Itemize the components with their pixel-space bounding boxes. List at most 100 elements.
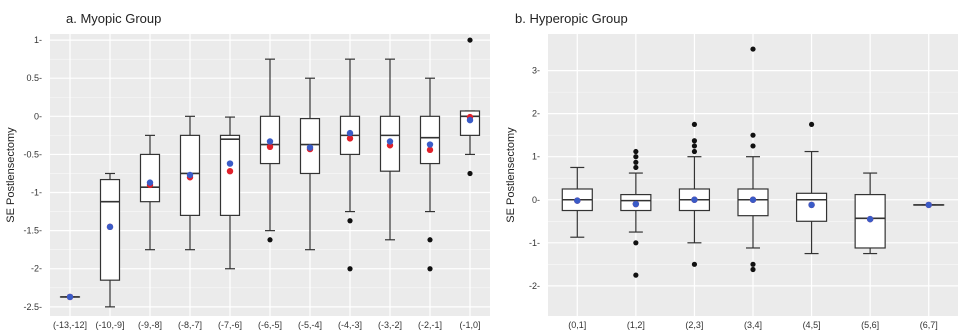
panel-a: 1- 0.5- 0- -0.5- -1- -1.5- -2- -2.5- (-13,-12] (-… — [5, 34, 490, 330]
y-tick-label: 0.5- — [26, 73, 42, 83]
outlier-point — [633, 240, 639, 246]
box-(3,4] — [737, 46, 769, 273]
outlier-point — [808, 121, 815, 128]
box-(-3,-2] — [379, 58, 401, 241]
x-tick-label: (6,7] — [920, 320, 938, 330]
blue-mean-point — [66, 293, 74, 301]
box-body — [419, 115, 441, 165]
x-tick-label: (-6,-5] — [258, 320, 282, 330]
y-axis-label: SE Postlensectomy — [5, 127, 17, 223]
y-tick-label: -2- — [31, 264, 42, 274]
y-tick-label: -1.5- — [23, 226, 42, 236]
box-(-7,-6] — [219, 116, 241, 270]
y-tick-label: 1- — [34, 35, 42, 45]
box-(-8,-7] — [179, 115, 201, 251]
box-(-6,-5] — [259, 58, 281, 243]
x-tick-label: (-9,-8] — [138, 320, 162, 330]
x-tick-label: (-10,-9] — [95, 320, 124, 330]
y-tick-label: -1- — [31, 188, 42, 198]
y-tick-label: -1- — [529, 238, 540, 248]
outlier-point — [467, 170, 473, 177]
red-mean-point — [226, 167, 234, 175]
y-tick-label: 3- — [532, 66, 540, 76]
outlier-point — [347, 266, 353, 272]
box-(-10,-9] — [99, 172, 121, 308]
x-tick-label: (-13,-12] — [53, 320, 87, 330]
red-mean-point — [346, 135, 354, 142]
blue-mean-point — [106, 223, 114, 231]
y-tick-label: -0.5- — [23, 149, 42, 159]
x-tick-label: (-4,-3] — [338, 320, 362, 330]
blue-mean-point — [346, 129, 354, 137]
outlier-point — [750, 46, 756, 52]
outlier-point — [750, 266, 756, 273]
outlier-point — [427, 237, 433, 243]
y-tick-label: -2- — [529, 281, 540, 291]
outlier-point — [750, 261, 756, 267]
blue-mean-point — [426, 141, 434, 148]
outlier-point — [691, 143, 698, 149]
outlier-point — [691, 148, 698, 155]
box-(4,5] — [795, 121, 828, 255]
x-tick-label: (0,1] — [568, 320, 586, 330]
box-(-5,-4] — [299, 77, 321, 251]
box-(2,3] — [678, 121, 711, 267]
blue-mean-point — [866, 215, 874, 223]
box-(1,2] — [620, 148, 652, 278]
outlier-point — [633, 272, 639, 278]
blue-mean-point — [632, 200, 640, 208]
outlier-point — [750, 143, 756, 149]
blue-mean-point — [226, 160, 234, 167]
red-mean-point — [266, 143, 274, 150]
box-(-9,-8] — [139, 134, 161, 251]
outlier-point — [691, 121, 698, 128]
y-tick-label: -2.5- — [23, 302, 42, 312]
blue-mean-point — [808, 201, 815, 209]
blue-mean-point — [306, 144, 314, 151]
y-tick-label: 0- — [532, 195, 540, 205]
panel-b: 3- 2- 1- 0- -1- -2- (0,1] (1,2] (2,3] (3,4] (4,5] (… — [505, 34, 958, 330]
box-(0,1] — [561, 166, 593, 238]
x-tick-label: (-2,-1] — [418, 320, 442, 330]
blue-mean-point — [466, 116, 474, 124]
blue-mean-point — [574, 197, 581, 204]
outlier-point — [467, 37, 473, 43]
blue-mean-point — [386, 138, 394, 145]
x-tick-label: (-3,-2] — [378, 320, 402, 330]
box-(6,7] — [913, 201, 945, 209]
y-tick-label: 0- — [34, 111, 42, 121]
box-body — [219, 134, 241, 216]
box-(-2,-1] — [419, 77, 441, 272]
panel-b-title: b. Hyperopic Group — [515, 11, 628, 26]
x-tick-label: (-7,-6] — [218, 320, 242, 330]
y-tick-label: 1- — [532, 152, 540, 162]
blue-mean-point — [691, 196, 698, 203]
outlier-point — [691, 261, 698, 267]
outlier-point — [347, 218, 353, 224]
x-tick-label: (-1,0] — [459, 320, 480, 330]
outlier-point — [633, 148, 639, 155]
blue-mean-point — [749, 196, 757, 203]
outlier-point — [427, 266, 433, 272]
box-(-1,0] — [459, 37, 481, 177]
x-tick-label: (3,4] — [744, 320, 762, 330]
red-mean-point — [426, 146, 434, 154]
x-tick-label: (1,2] — [627, 320, 645, 330]
blue-mean-point — [146, 179, 154, 186]
outlier-point — [750, 132, 756, 138]
box-body — [139, 153, 161, 203]
outlier-point — [633, 154, 639, 160]
blue-mean-point — [186, 171, 194, 179]
box-(5,6] — [854, 172, 886, 255]
box-(-13,-12] — [59, 293, 81, 301]
x-tick-label: (2,3] — [685, 320, 703, 330]
blue-mean-point — [266, 138, 274, 145]
x-tick-label: (5,6] — [861, 320, 879, 330]
x-tick-label: (-8,-7] — [178, 320, 202, 330]
outlier-point — [633, 159, 639, 165]
panel-a-title: a. Myopic Group — [66, 11, 162, 26]
blue-mean-point — [925, 201, 932, 209]
outlier-point — [267, 237, 273, 243]
box-(-4,-3] — [339, 58, 361, 272]
